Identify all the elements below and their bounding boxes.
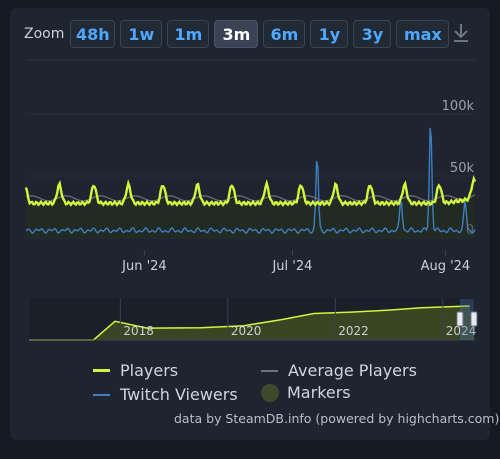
zoom-48h-button[interactable]: 48h bbox=[70, 20, 116, 48]
zoom-3y-button[interactable]: 3y bbox=[353, 20, 392, 48]
x-tick-label: Aug '24 bbox=[421, 259, 471, 274]
navigator-players-line bbox=[29, 305, 470, 341]
zoom-3m-button[interactable]: 3m bbox=[214, 20, 259, 48]
players-line bbox=[24, 175, 477, 207]
players-swatch bbox=[93, 369, 110, 372]
navigator-tick-label: 2020 bbox=[231, 324, 262, 338]
x-tick-label: Jun '24 bbox=[121, 259, 167, 274]
navigator-selection bbox=[459, 299, 474, 340]
y-tick-label: 100k bbox=[442, 99, 475, 114]
zoom-1w-button[interactable]: 1w bbox=[120, 20, 163, 48]
navigator-tick-label: 2024 bbox=[446, 324, 477, 338]
navigator-handle-right[interactable] bbox=[470, 311, 478, 327]
legend-markers[interactable]: Markers bbox=[261, 383, 351, 402]
legend-players-label: Players bbox=[120, 361, 179, 380]
legend-average-label: Average Players bbox=[288, 361, 417, 380]
zoom-1y-button[interactable]: 1y bbox=[310, 20, 349, 48]
zoom-toolbar: Zoom 48h 1w 1m 3m 6m 1y 3y max bbox=[24, 18, 454, 50]
y-tick-label: 50k bbox=[450, 161, 475, 176]
legend-markers-label: Markers bbox=[287, 383, 351, 402]
x-tick-label: Jul '24 bbox=[271, 259, 312, 274]
zoom-6m-button[interactable]: 6m bbox=[263, 20, 306, 48]
legend-average-players[interactable]: Average Players bbox=[261, 361, 417, 380]
markers-swatch bbox=[261, 383, 279, 402]
zoom-max-button[interactable]: max bbox=[396, 20, 450, 48]
twitch-swatch bbox=[93, 393, 110, 396]
legend-players[interactable]: Players bbox=[93, 361, 178, 380]
players-area bbox=[26, 178, 475, 238]
legend-twitch-viewers[interactable]: Twitch Viewers bbox=[93, 385, 238, 404]
average-swatch bbox=[261, 369, 278, 372]
zoom-label: Zoom bbox=[24, 26, 65, 42]
navigator-tick-label: 2022 bbox=[338, 324, 369, 338]
navigator-players-area bbox=[29, 306, 475, 340]
zoom-1m-button[interactable]: 1m bbox=[167, 20, 210, 48]
chart-legend: Players Average Players Twitch Viewers M… bbox=[90, 360, 430, 406]
chart-credits[interactable]: data by SteamDB.info (powered by highcha… bbox=[174, 411, 500, 426]
navigator-handle-left[interactable] bbox=[456, 311, 464, 327]
download-icon[interactable] bbox=[451, 22, 471, 44]
navigator-tick-label: 2018 bbox=[123, 324, 154, 338]
legend-twitch-label: Twitch Viewers bbox=[120, 385, 238, 404]
twitch-viewers-line bbox=[25, 127, 476, 235]
